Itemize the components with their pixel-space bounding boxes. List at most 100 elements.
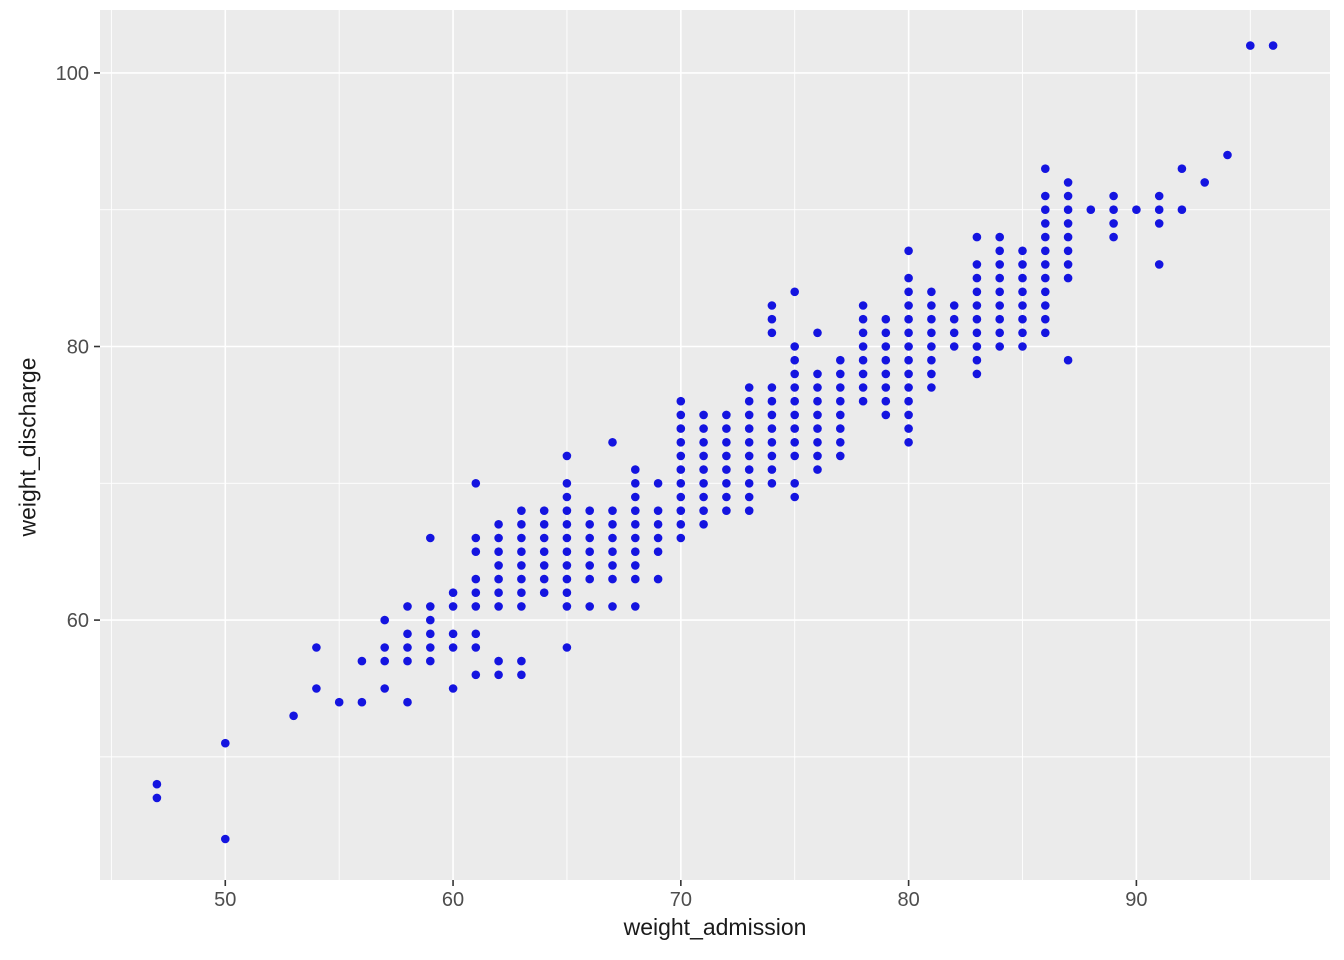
data-point — [608, 602, 617, 611]
data-point — [1018, 342, 1027, 351]
data-point — [699, 492, 708, 502]
data-point — [517, 561, 526, 570]
data-point — [1018, 314, 1027, 324]
data-point — [1063, 260, 1073, 269]
data-point — [722, 465, 731, 474]
data-point — [699, 506, 708, 515]
data-point — [767, 383, 777, 392]
data-point — [585, 506, 594, 515]
data-point — [722, 438, 731, 447]
data-point — [858, 396, 868, 406]
data-point — [1109, 205, 1118, 214]
data-point — [494, 670, 503, 680]
data-point — [585, 547, 594, 556]
data-point — [562, 506, 572, 515]
data-point — [790, 451, 799, 461]
data-point — [517, 602, 526, 611]
data-point — [949, 328, 959, 338]
data-point — [494, 533, 503, 543]
data-point — [653, 533, 663, 543]
data-point — [676, 424, 686, 433]
data-point — [904, 287, 913, 297]
data-point — [995, 273, 1004, 283]
data-point — [1041, 301, 1050, 310]
data-point — [927, 301, 936, 310]
data-point — [767, 301, 777, 310]
data-point — [881, 342, 891, 351]
data-point — [699, 424, 708, 433]
data-point — [813, 328, 822, 338]
data-point — [380, 615, 390, 625]
data-point — [790, 410, 799, 420]
data-point — [1154, 205, 1164, 214]
data-point — [631, 506, 640, 515]
data-point — [539, 561, 549, 570]
data-point — [1018, 273, 1027, 283]
data-point — [448, 684, 458, 693]
data-point — [1223, 150, 1232, 160]
data-point — [676, 520, 686, 529]
data-point — [517, 656, 526, 666]
data-point — [722, 479, 731, 488]
data-point — [881, 410, 891, 420]
data-point — [904, 396, 913, 406]
data-point — [790, 492, 799, 502]
data-point — [676, 438, 686, 447]
data-point — [494, 588, 503, 597]
data-point — [1109, 219, 1118, 228]
points-layer — [152, 41, 1278, 844]
data-point — [562, 602, 572, 611]
data-point — [881, 328, 891, 338]
data-point — [1154, 260, 1164, 269]
data-point — [995, 314, 1004, 324]
data-point — [152, 793, 162, 803]
data-point — [813, 369, 822, 379]
data-point — [562, 574, 572, 584]
data-point — [517, 574, 526, 584]
data-point — [722, 492, 731, 502]
data-point — [995, 328, 1004, 338]
data-point — [448, 643, 458, 652]
svg-text:100: 100 — [56, 63, 89, 85]
data-point — [608, 533, 617, 543]
svg-text:70: 70 — [670, 889, 692, 911]
data-point — [790, 383, 799, 392]
data-point — [790, 287, 799, 297]
data-point — [676, 533, 686, 543]
data-point — [1041, 328, 1050, 338]
data-point — [471, 574, 481, 584]
data-point — [1041, 205, 1050, 214]
data-point — [927, 355, 936, 365]
data-point — [767, 465, 777, 474]
data-point — [631, 465, 640, 474]
data-point — [1177, 164, 1187, 173]
data-point — [448, 629, 458, 639]
data-point — [1041, 314, 1050, 324]
data-point — [562, 520, 572, 529]
data-point — [312, 684, 321, 693]
data-point — [152, 779, 162, 789]
data-point — [813, 396, 822, 406]
data-point — [836, 451, 845, 461]
data-point — [813, 383, 822, 392]
data-point — [539, 588, 549, 597]
data-point — [1063, 246, 1073, 256]
data-point — [699, 410, 708, 420]
data-point — [744, 438, 754, 447]
data-point — [1063, 273, 1073, 283]
data-point — [1041, 232, 1050, 242]
data-point — [562, 561, 572, 570]
data-point — [836, 424, 845, 433]
data-point — [312, 643, 321, 652]
data-point — [608, 561, 617, 570]
data-point — [1063, 205, 1073, 214]
data-point — [836, 369, 845, 379]
data-point — [904, 410, 913, 420]
data-point — [653, 547, 663, 556]
data-point — [676, 410, 686, 420]
data-point — [1063, 232, 1073, 242]
data-point — [744, 410, 754, 420]
data-point — [904, 355, 913, 365]
data-point — [744, 424, 754, 433]
data-point — [744, 396, 754, 406]
